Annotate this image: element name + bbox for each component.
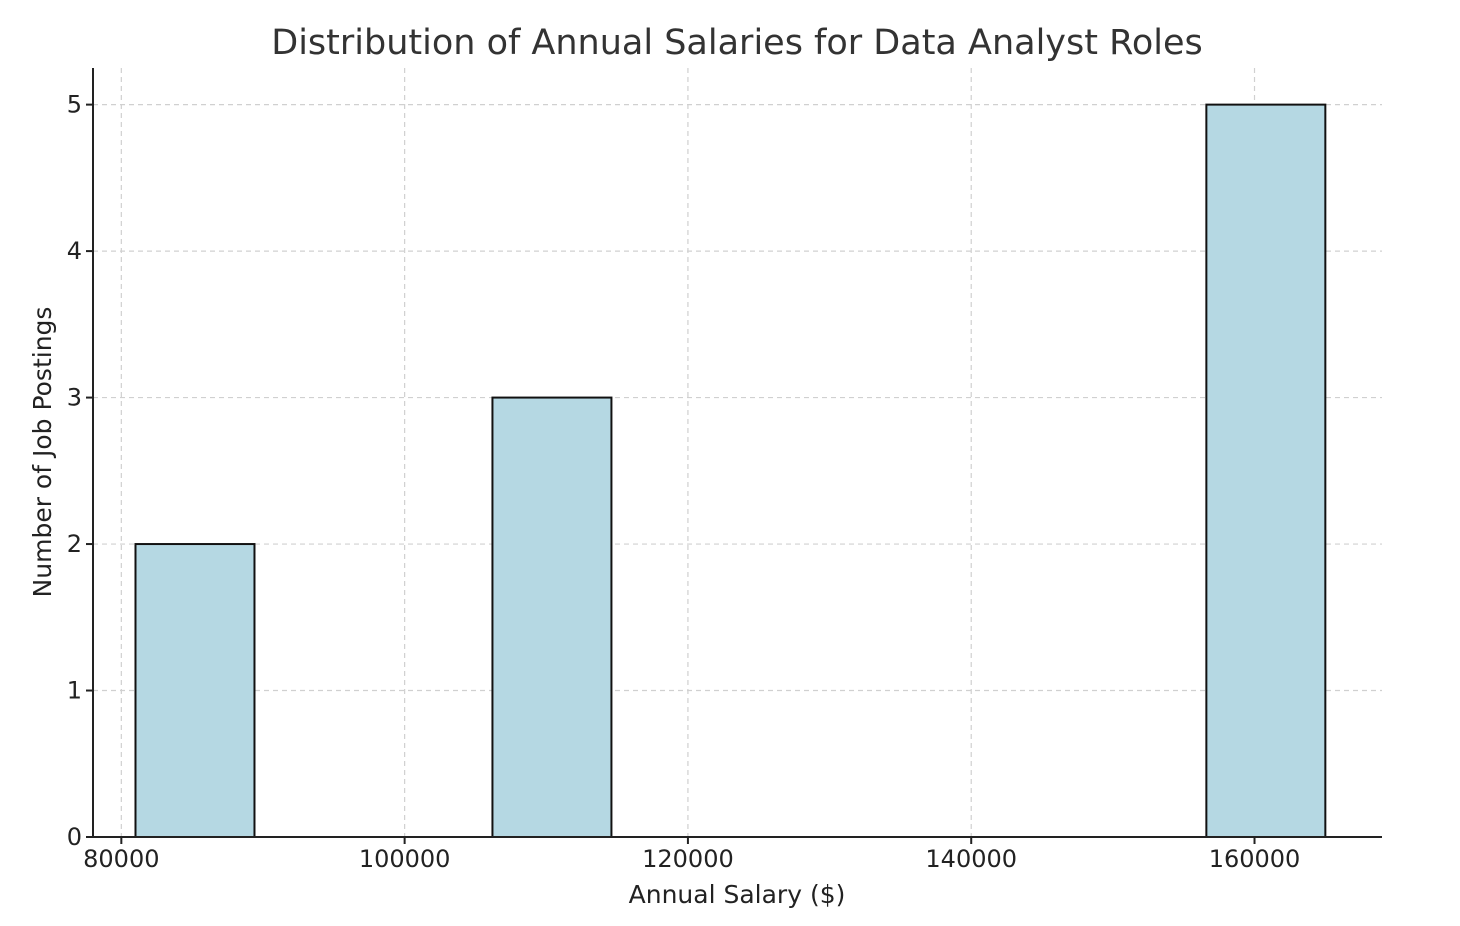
y-tick-label: 0 bbox=[67, 823, 82, 851]
grid-lines bbox=[93, 68, 1382, 837]
tick-marks-and-labels: 80000 100000 120000 140000 160000 0 1 2 3 4 5 bbox=[67, 91, 1301, 873]
y-tick-label: 4 bbox=[67, 237, 82, 265]
x-tick-label: 120000 bbox=[642, 845, 734, 873]
y-tick-label: 2 bbox=[67, 530, 82, 558]
chart-title: Distribution of Annual Salaries for Data… bbox=[271, 23, 1203, 63]
x-tick-label: 80000 bbox=[83, 845, 159, 873]
histogram-bar bbox=[1205, 103, 1327, 839]
y-axis-label: Number of Job Postings bbox=[28, 307, 57, 598]
y-tick-label: 3 bbox=[67, 384, 82, 412]
axes bbox=[92, 68, 1382, 838]
histogram-bar bbox=[491, 396, 613, 838]
histogram-bars bbox=[134, 103, 1327, 839]
x-tick-label: 160000 bbox=[1209, 845, 1301, 873]
x-tick-label: 100000 bbox=[359, 845, 451, 873]
x-tick-label: 140000 bbox=[925, 845, 1017, 873]
y-tick-label: 1 bbox=[67, 677, 82, 705]
y-tick-label: 5 bbox=[67, 91, 82, 119]
histogram-bar bbox=[134, 543, 256, 838]
x-axis-label: Annual Salary ($) bbox=[629, 880, 846, 909]
